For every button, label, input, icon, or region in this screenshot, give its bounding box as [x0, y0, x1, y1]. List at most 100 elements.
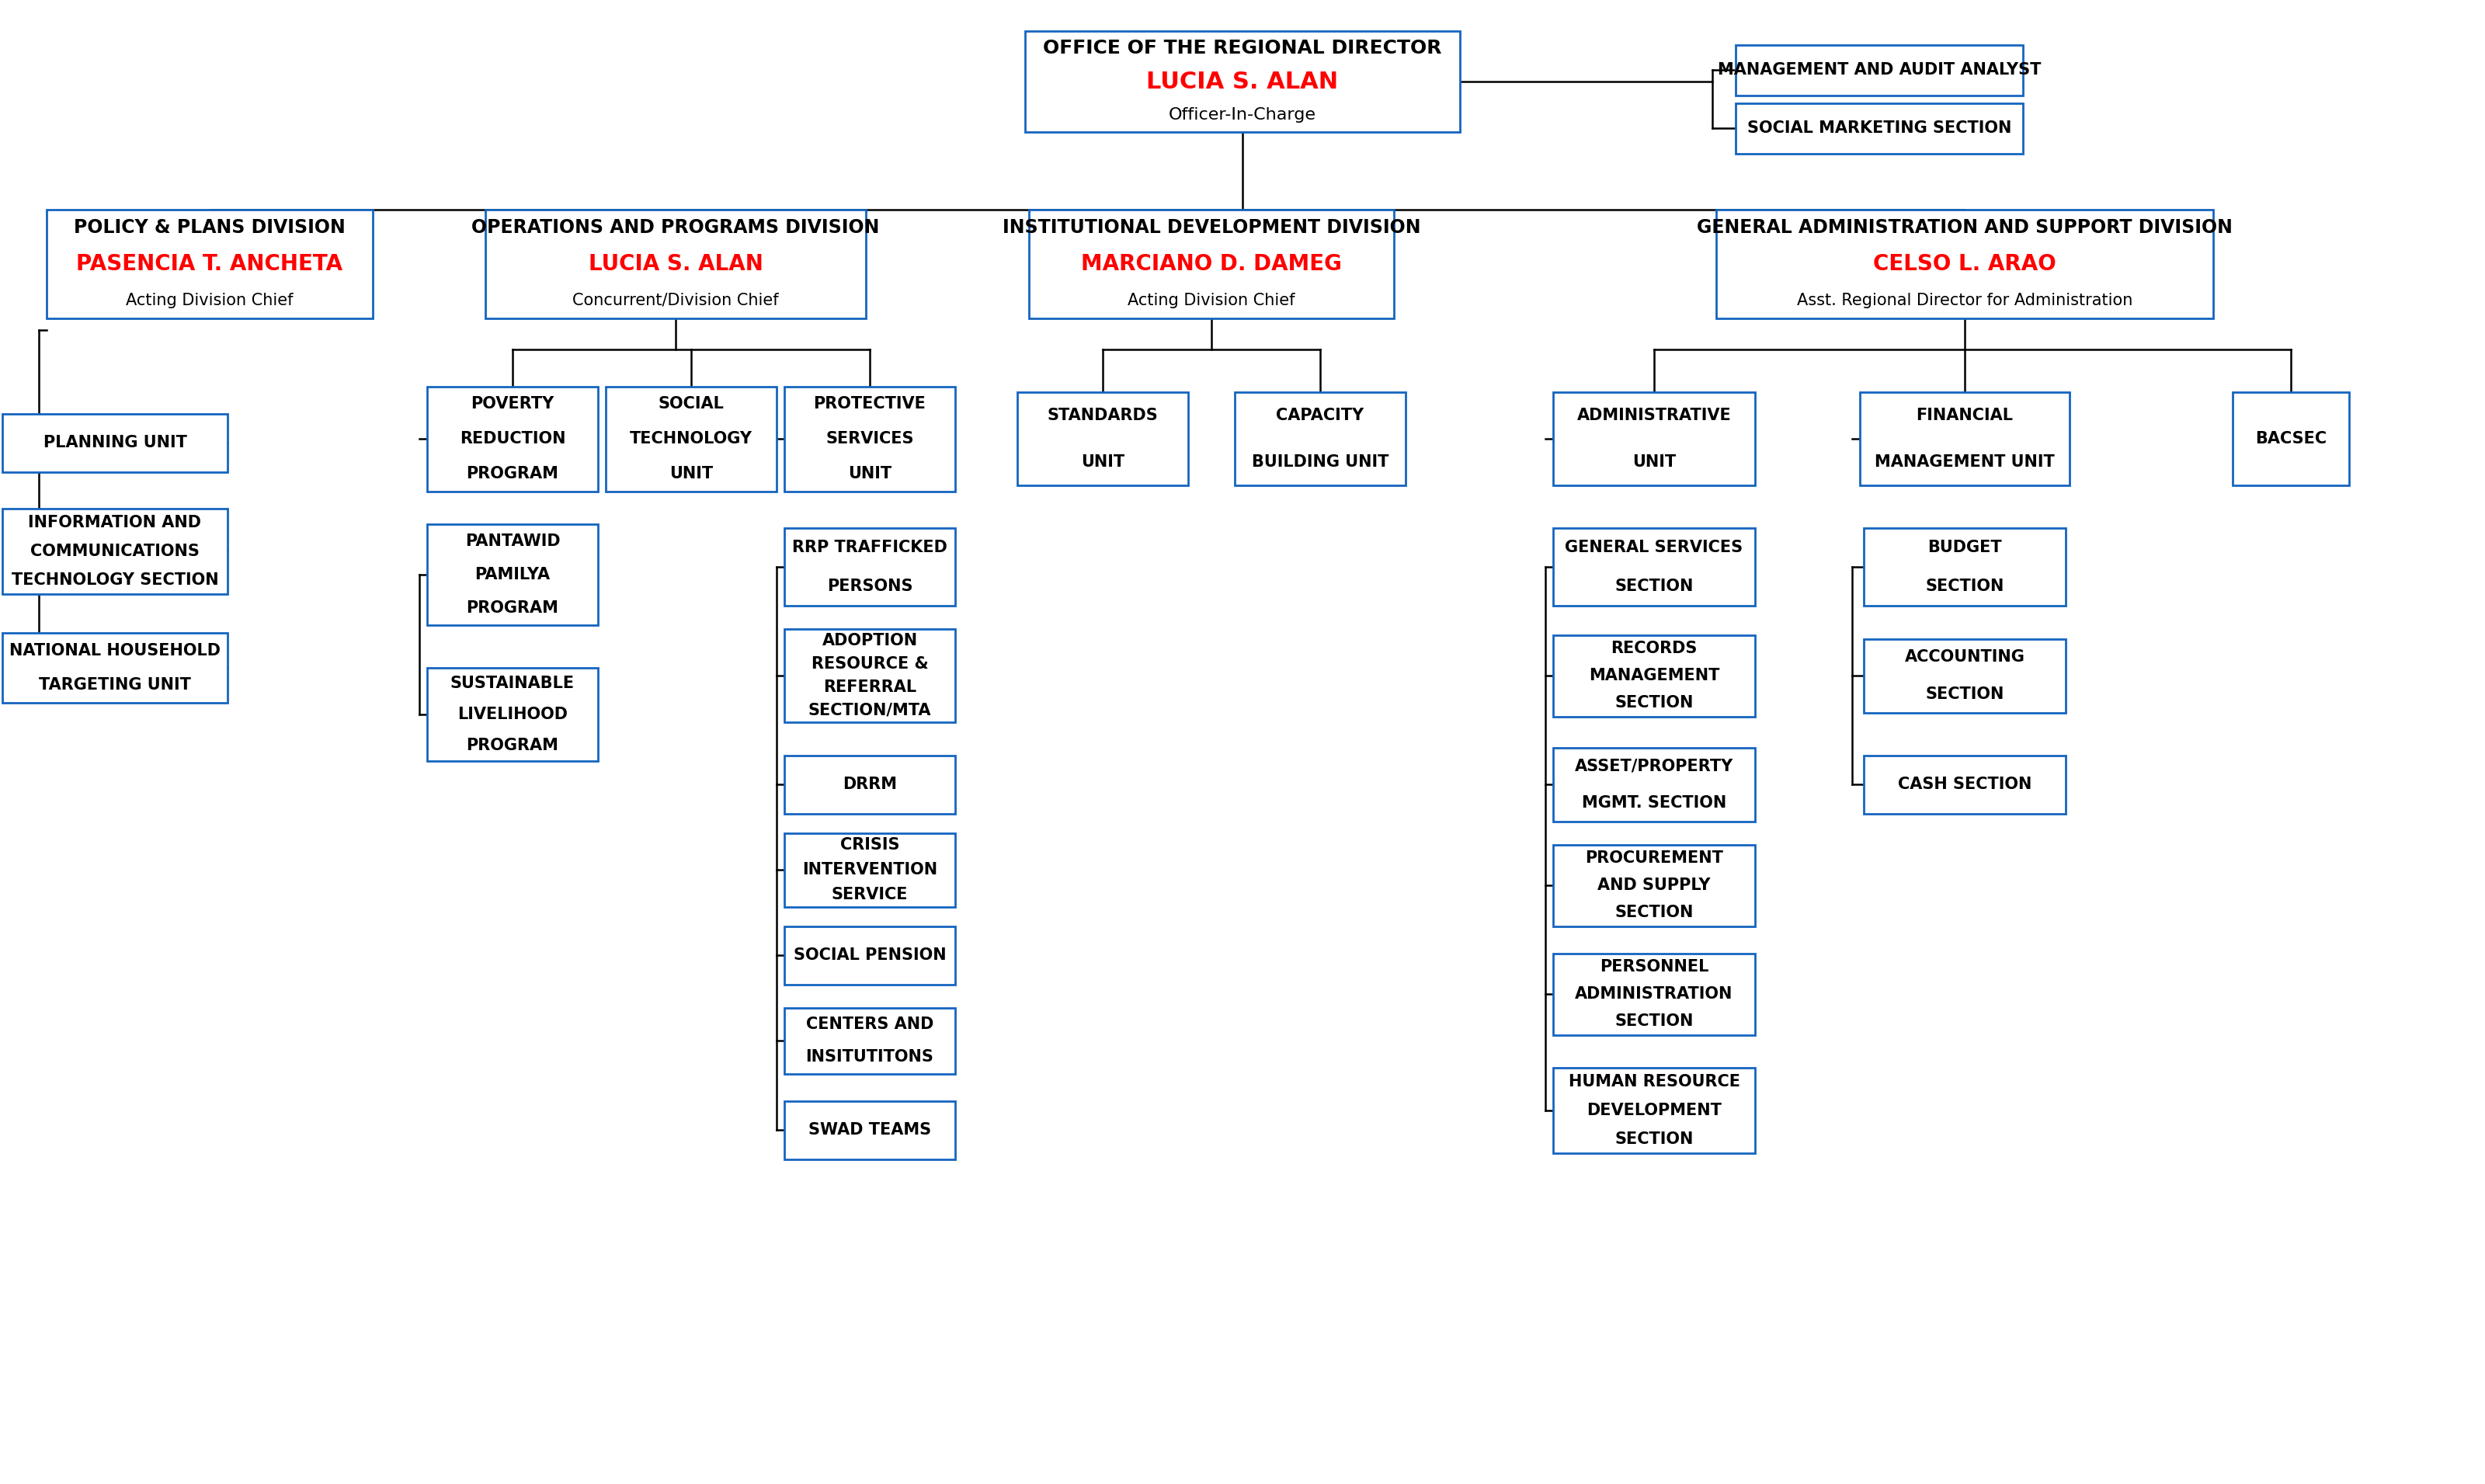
- Text: INSTITUTIONAL DEVELOPMENT DIVISION: INSTITUTIONAL DEVELOPMENT DIVISION: [1001, 218, 1421, 237]
- FancyBboxPatch shape: [485, 209, 865, 319]
- Text: HUMAN RESOURCE: HUMAN RESOURCE: [1568, 1074, 1740, 1089]
- FancyBboxPatch shape: [785, 833, 954, 907]
- Text: ASSET/PROPERTY: ASSET/PROPERTY: [1575, 758, 1735, 773]
- Text: PERSONS: PERSONS: [828, 579, 912, 594]
- Text: SECTION: SECTION: [1926, 579, 2003, 594]
- FancyBboxPatch shape: [1864, 638, 2065, 712]
- FancyBboxPatch shape: [1553, 392, 1754, 485]
- Text: DEVELOPMENT: DEVELOPMENT: [1585, 1103, 1722, 1119]
- Text: BACSEC: BACSEC: [2254, 430, 2326, 447]
- FancyBboxPatch shape: [1016, 392, 1188, 485]
- FancyBboxPatch shape: [606, 386, 775, 491]
- Text: FINANCIAL: FINANCIAL: [1916, 408, 2013, 423]
- Text: SERVICE: SERVICE: [832, 886, 907, 902]
- FancyBboxPatch shape: [1735, 45, 2023, 95]
- Text: SECTION: SECTION: [1926, 686, 2003, 702]
- FancyBboxPatch shape: [785, 755, 954, 813]
- FancyBboxPatch shape: [427, 386, 599, 491]
- Text: PROGRAM: PROGRAM: [467, 738, 559, 754]
- Text: PASENCIA T. ANCHETA: PASENCIA T. ANCHETA: [77, 254, 343, 275]
- Text: Concurrent/Division Chief: Concurrent/Division Chief: [572, 292, 778, 309]
- Text: GENERAL SERVICES: GENERAL SERVICES: [1566, 540, 1742, 555]
- Text: ADOPTION: ADOPTION: [823, 632, 917, 649]
- Text: PROTECTIVE: PROTECTIVE: [813, 396, 927, 411]
- Text: INFORMATION AND: INFORMATION AND: [27, 515, 201, 531]
- Text: BUILDING UNIT: BUILDING UNIT: [1252, 454, 1389, 470]
- Text: Acting Division Chief: Acting Division Chief: [1128, 292, 1295, 309]
- FancyBboxPatch shape: [785, 629, 954, 723]
- Text: SWAD TEAMS: SWAD TEAMS: [808, 1122, 932, 1138]
- Text: Officer-In-Charge: Officer-In-Charge: [1168, 107, 1317, 123]
- Text: TECHNOLOGY SECTION: TECHNOLOGY SECTION: [12, 571, 219, 588]
- Text: SECTION: SECTION: [1615, 695, 1692, 711]
- FancyBboxPatch shape: [47, 209, 373, 319]
- Text: MGMT. SECTION: MGMT. SECTION: [1583, 795, 1727, 810]
- Text: SOCIAL: SOCIAL: [659, 396, 723, 411]
- Text: UNIT: UNIT: [1633, 454, 1675, 470]
- Text: POLICY & PLANS DIVISION: POLICY & PLANS DIVISION: [75, 218, 345, 237]
- Text: ACCOUNTING: ACCOUNTING: [1904, 650, 2025, 665]
- Text: MANAGEMENT: MANAGEMENT: [1588, 668, 1720, 683]
- Text: PROGRAM: PROGRAM: [467, 601, 559, 616]
- Text: RRP TRAFFICKED: RRP TRAFFICKED: [793, 540, 947, 555]
- Text: POVERTY: POVERTY: [470, 396, 554, 411]
- FancyBboxPatch shape: [1859, 392, 2070, 485]
- FancyBboxPatch shape: [427, 524, 599, 625]
- Text: CAPACITY: CAPACITY: [1277, 408, 1364, 423]
- FancyBboxPatch shape: [1553, 844, 1754, 926]
- Text: SECTION/MTA: SECTION/MTA: [808, 703, 932, 718]
- Text: OPERATIONS AND PROGRAMS DIVISION: OPERATIONS AND PROGRAMS DIVISION: [472, 218, 880, 237]
- Text: Asst. Regional Director for Administration: Asst. Regional Director for Administrati…: [1797, 292, 2132, 309]
- Text: GENERAL ADMINISTRATION AND SUPPORT DIVISION: GENERAL ADMINISTRATION AND SUPPORT DIVIS…: [1697, 218, 2232, 237]
- FancyBboxPatch shape: [1553, 528, 1754, 605]
- FancyBboxPatch shape: [1553, 1068, 1754, 1153]
- Text: DRRM: DRRM: [842, 776, 897, 792]
- Text: SECTION: SECTION: [1615, 579, 1692, 594]
- Text: OFFICE OF THE REGIONAL DIRECTOR: OFFICE OF THE REGIONAL DIRECTOR: [1044, 39, 1441, 58]
- Text: CENTERS AND: CENTERS AND: [805, 1017, 934, 1031]
- FancyBboxPatch shape: [1026, 31, 1461, 132]
- FancyBboxPatch shape: [1553, 748, 1754, 821]
- Text: COMMUNICATIONS: COMMUNICATIONS: [30, 543, 199, 559]
- FancyBboxPatch shape: [1717, 209, 2214, 319]
- Text: PANTAWID: PANTAWID: [465, 533, 559, 549]
- Text: TARGETING UNIT: TARGETING UNIT: [40, 678, 191, 693]
- FancyBboxPatch shape: [785, 386, 954, 491]
- Text: INSITUTITONS: INSITUTITONS: [805, 1049, 934, 1066]
- FancyBboxPatch shape: [785, 1008, 954, 1073]
- FancyBboxPatch shape: [2, 632, 229, 703]
- Text: REDUCTION: REDUCTION: [460, 430, 567, 447]
- Text: ADMINISTRATION: ADMINISTRATION: [1575, 987, 1732, 1002]
- Text: RESOURCE &: RESOURCE &: [810, 656, 929, 672]
- Text: SERVICES: SERVICES: [825, 430, 914, 447]
- Text: INTERVENTION: INTERVENTION: [803, 862, 937, 877]
- Text: SECTION: SECTION: [1615, 1131, 1692, 1147]
- Text: MANAGEMENT UNIT: MANAGEMENT UNIT: [1874, 454, 2055, 470]
- Text: PERSONNEL: PERSONNEL: [1600, 959, 1710, 975]
- Text: MANAGEMENT AND AUDIT ANALYST: MANAGEMENT AND AUDIT ANALYST: [1717, 62, 2040, 77]
- FancyBboxPatch shape: [1864, 755, 2065, 813]
- Text: CRISIS: CRISIS: [840, 837, 900, 853]
- Text: BUDGET: BUDGET: [1928, 540, 2003, 555]
- Text: STANDARDS: STANDARDS: [1046, 408, 1158, 423]
- FancyBboxPatch shape: [1864, 528, 2065, 605]
- Text: SUSTAINABLE: SUSTAINABLE: [450, 675, 574, 692]
- Text: LUCIA S. ALAN: LUCIA S. ALAN: [589, 254, 763, 275]
- FancyBboxPatch shape: [2, 414, 229, 472]
- FancyBboxPatch shape: [1553, 635, 1754, 717]
- Text: LIVELIHOOD: LIVELIHOOD: [457, 706, 567, 723]
- FancyBboxPatch shape: [1029, 209, 1394, 319]
- Text: NATIONAL HOUSEHOLD: NATIONAL HOUSEHOLD: [10, 643, 221, 657]
- Text: PROGRAM: PROGRAM: [467, 466, 559, 481]
- Text: ADMINISTRATIVE: ADMINISTRATIVE: [1578, 408, 1732, 423]
- Text: Acting Division Chief: Acting Division Chief: [127, 292, 293, 309]
- Text: SECTION: SECTION: [1615, 1014, 1692, 1028]
- Text: AND SUPPLY: AND SUPPLY: [1598, 877, 1710, 893]
- FancyBboxPatch shape: [1235, 392, 1407, 485]
- Text: SECTION: SECTION: [1615, 905, 1692, 920]
- Text: REFERRAL: REFERRAL: [823, 680, 917, 695]
- FancyBboxPatch shape: [427, 668, 599, 761]
- Text: UNIT: UNIT: [668, 466, 713, 481]
- FancyBboxPatch shape: [2, 509, 229, 594]
- Text: PLANNING UNIT: PLANNING UNIT: [42, 435, 186, 451]
